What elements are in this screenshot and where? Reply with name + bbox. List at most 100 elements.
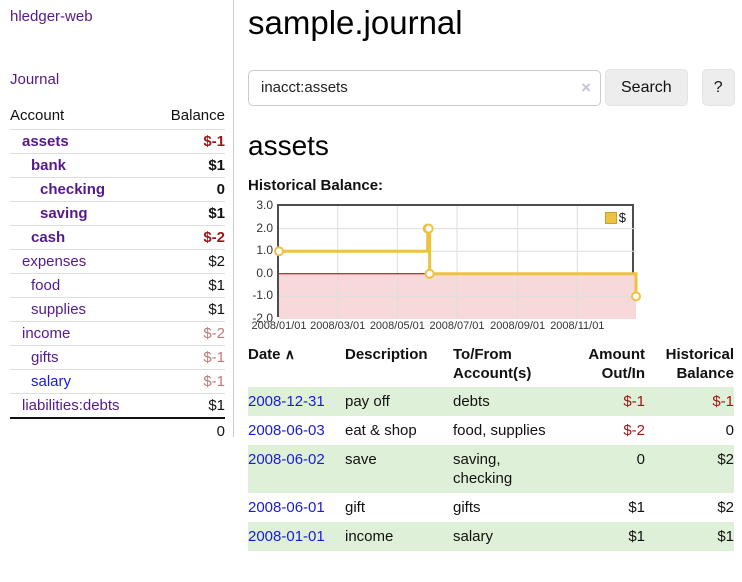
search-row: × Search ? xyxy=(248,69,735,106)
account-link[interactable]: bank xyxy=(31,157,67,174)
account-link[interactable]: saving xyxy=(40,205,88,222)
register-date-link[interactable]: 2008-01-01 xyxy=(248,528,325,545)
legend-swatch xyxy=(604,211,617,224)
balance-chart-svg xyxy=(274,206,641,319)
account-row: income $-2 xyxy=(10,321,225,346)
register-description: eat & shop xyxy=(345,422,417,439)
register-balance: $-1 xyxy=(712,393,734,410)
y-tick-label: 0.0 xyxy=(256,265,273,280)
sort-asc-icon: ∧ xyxy=(284,346,295,362)
accounts-header-account: Account xyxy=(10,103,154,130)
register-date-link[interactable]: 2008-06-02 xyxy=(248,451,325,468)
y-tick-label: -1.0 xyxy=(252,288,273,303)
account-row: checking 0 xyxy=(10,177,225,202)
chart-plot: $ xyxy=(274,204,641,319)
chart-legend: $ xyxy=(602,209,628,226)
y-tick-label: -2.0 xyxy=(252,311,273,325)
account-link[interactable]: gifts xyxy=(31,349,59,366)
accounts-header-row: Account Balance xyxy=(10,103,225,130)
register-header-date[interactable]: Date ∧ xyxy=(248,346,295,363)
account-row: assets $-1 xyxy=(10,129,225,154)
accounts-header-balance: Balance xyxy=(153,103,225,130)
help-button[interactable]: ? xyxy=(701,69,735,106)
app-title-link[interactable]: hledger-web xyxy=(10,8,93,25)
account-link[interactable]: checking xyxy=(40,181,106,198)
x-tick-label: 2008/11/01 xyxy=(550,320,605,332)
page-title: sample.journal xyxy=(248,4,463,41)
account-link[interactable]: income xyxy=(22,325,71,342)
register-date-link[interactable]: 2008-06-03 xyxy=(248,422,325,439)
account-balance: $-1 xyxy=(153,369,225,394)
register-amount: $1 xyxy=(628,528,645,545)
register-accounts: debts xyxy=(453,393,490,410)
account-heading: assets xyxy=(248,130,329,161)
register-row: 2008-01-01 income salary $1 $1 xyxy=(248,522,734,551)
account-row: gifts $-1 xyxy=(10,345,225,370)
register-amount: $1 xyxy=(628,499,645,516)
account-link[interactable]: assets xyxy=(22,133,69,150)
y-tick-label: 3.0 xyxy=(256,198,273,212)
register-date-cell: 2008-12-31 xyxy=(248,387,345,416)
accounts-total-row: 0 xyxy=(10,417,225,444)
register-row: 2008-12-31 pay off debts $-1 $-1 xyxy=(248,387,734,416)
legend-label: $ xyxy=(618,210,626,225)
search-button[interactable]: Search xyxy=(605,69,688,106)
register-description: gift xyxy=(345,499,366,516)
x-tick-label: 2008/01/01 xyxy=(251,320,307,332)
register-header-amount: Amount Out/In xyxy=(588,346,645,382)
x-tick-label: 2008/09/01 xyxy=(490,320,546,332)
register-description: income xyxy=(345,528,394,545)
accounts-total-balance: 0 xyxy=(153,417,225,444)
account-balance: $-2 xyxy=(153,321,225,346)
register-header-balance: Historical Balance xyxy=(665,346,734,382)
register-header-description: Description xyxy=(345,346,428,363)
account-row: food $1 xyxy=(10,273,225,298)
account-row: expenses $2 xyxy=(10,249,225,274)
account-balance: $-1 xyxy=(153,129,225,154)
account-balance: $1 xyxy=(153,273,225,298)
account-link[interactable]: expenses xyxy=(22,253,87,270)
chart-label: Historical Balance: xyxy=(248,177,384,194)
register-description: pay off xyxy=(345,393,390,410)
register-table: Date ∧ Description To/From Account(s) Am… xyxy=(248,343,734,551)
sidebar: hledger-web Journal Account Balance asse… xyxy=(0,0,233,444)
accounts-table: Account Balance assets $-1 bank $1 checking 0… xyxy=(10,103,225,444)
account-link[interactable]: supplies xyxy=(31,301,87,318)
register-header-row: Date ∧ Description To/From Account(s) Am… xyxy=(248,343,734,387)
register-accounts: gifts xyxy=(453,499,481,516)
register-row: 2008-06-02 save saving, checking 0 $2 xyxy=(248,445,734,493)
account-link[interactable]: liabilities:debts xyxy=(22,397,120,414)
search-input[interactable] xyxy=(248,69,601,106)
register-date-cell: 2008-06-03 xyxy=(248,416,345,445)
sidebar-item-journal[interactable]: Journal xyxy=(10,71,60,88)
register-date-cell: 2008-01-01 xyxy=(248,522,345,551)
account-balance: 0 xyxy=(153,177,225,202)
account-link[interactable]: salary xyxy=(31,373,72,390)
account-row: salary $-1 xyxy=(10,369,225,394)
total-spacer xyxy=(10,417,154,444)
register-accounts: food, supplies xyxy=(453,422,546,439)
account-link[interactable]: cash xyxy=(31,229,66,246)
account-balance: $2 xyxy=(153,249,225,274)
register-date-link[interactable]: 2008-06-01 xyxy=(248,499,325,516)
account-row: supplies $1 xyxy=(10,297,225,322)
x-tick-label: 2008/05/01 xyxy=(369,320,425,332)
register-amount: $-1 xyxy=(623,393,645,410)
account-row: cash $-2 xyxy=(10,225,225,250)
account-link[interactable]: food xyxy=(31,277,61,294)
account-balance: $1 xyxy=(153,201,225,226)
clear-search-icon[interactable]: × xyxy=(581,77,591,97)
register-description: save xyxy=(345,451,377,468)
register-date-link[interactable]: 2008-12-31 xyxy=(248,393,325,410)
account-balance: $-1 xyxy=(153,345,225,370)
register-row: 2008-06-01 gift gifts $1 $2 xyxy=(248,493,734,522)
account-balance: $1 xyxy=(153,297,225,322)
sidebar-divider xyxy=(233,0,234,437)
account-balance: $-2 xyxy=(153,225,225,250)
register-balance: $2 xyxy=(717,499,734,516)
register-date-cell: 2008-06-01 xyxy=(248,493,345,522)
y-tick-label: 1.0 xyxy=(256,243,273,258)
account-row: saving $1 xyxy=(10,201,225,226)
register-header-accounts: To/From Account(s) xyxy=(453,346,532,382)
register-accounts: salary xyxy=(453,528,494,545)
